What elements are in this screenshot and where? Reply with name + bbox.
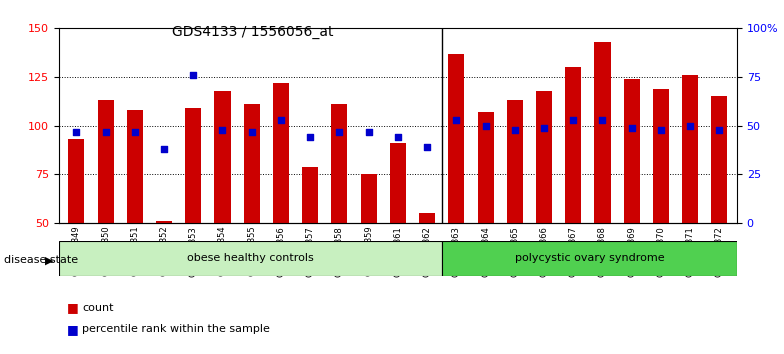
Point <box>70 129 82 134</box>
Bar <box>97 101 114 223</box>
Point <box>479 123 492 129</box>
Bar <box>332 104 347 223</box>
Point <box>216 127 229 132</box>
Text: ■: ■ <box>67 302 78 314</box>
Bar <box>536 91 552 223</box>
Point <box>187 72 200 78</box>
Bar <box>185 108 201 223</box>
Bar <box>390 143 406 223</box>
Bar <box>506 101 523 223</box>
Bar <box>127 110 143 223</box>
Bar <box>68 139 85 223</box>
Point <box>129 129 141 134</box>
Point <box>245 129 258 134</box>
Point <box>333 129 346 134</box>
Bar <box>624 79 640 223</box>
Point <box>158 146 170 152</box>
Bar <box>442 241 737 276</box>
Point <box>391 135 404 140</box>
Bar <box>653 89 669 223</box>
Bar <box>477 112 494 223</box>
Bar <box>419 213 435 223</box>
Point <box>274 117 287 123</box>
Text: ■: ■ <box>67 323 78 336</box>
Point <box>713 127 726 132</box>
Point <box>626 125 638 131</box>
Point <box>538 125 550 131</box>
Point <box>509 127 521 132</box>
Text: disease state: disease state <box>4 255 78 265</box>
Point <box>596 117 608 123</box>
Text: percentile rank within the sample: percentile rank within the sample <box>82 324 270 334</box>
Text: polycystic ovary syndrome: polycystic ovary syndrome <box>515 253 664 263</box>
Bar <box>594 42 611 223</box>
Point <box>655 127 667 132</box>
Point <box>450 117 463 123</box>
Bar <box>565 67 581 223</box>
Point <box>304 135 317 140</box>
Bar <box>59 241 442 276</box>
Point <box>362 129 375 134</box>
Text: GDS4133 / 1556056_at: GDS4133 / 1556056_at <box>172 25 334 39</box>
Text: count: count <box>82 303 114 313</box>
Bar <box>302 167 318 223</box>
Point <box>100 129 112 134</box>
Bar <box>244 104 260 223</box>
Text: obese healthy controls: obese healthy controls <box>187 253 314 263</box>
Bar <box>215 91 230 223</box>
Bar <box>156 221 172 223</box>
Bar <box>273 83 289 223</box>
Point <box>421 144 434 150</box>
Point <box>567 117 579 123</box>
Text: ▶: ▶ <box>45 255 53 265</box>
Bar <box>361 175 376 223</box>
Bar <box>711 96 728 223</box>
Bar <box>682 75 699 223</box>
Bar <box>448 53 464 223</box>
Point <box>684 123 696 129</box>
